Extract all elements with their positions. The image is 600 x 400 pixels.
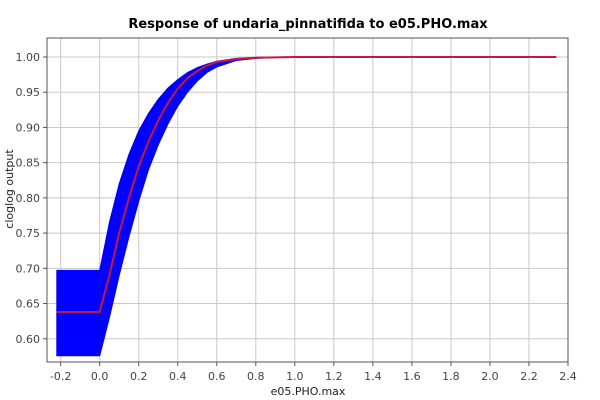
- x-tick-label: 2.0: [481, 370, 499, 383]
- x-tick-label: 1.8: [442, 370, 460, 383]
- y-tick-label: 0.70: [16, 262, 41, 275]
- x-tick-label: 1.0: [286, 370, 304, 383]
- x-tick-label: 1.2: [325, 370, 343, 383]
- y-tick-label: 0.60: [16, 333, 41, 346]
- mean-response-line: [56, 56, 557, 313]
- x-tick-label: 2.2: [520, 370, 538, 383]
- y-tick-label: 0.65: [16, 298, 41, 311]
- x-tick-label: 2.4: [559, 370, 577, 383]
- x-tick-label: 0.0: [91, 370, 109, 383]
- x-tick-label: 1.4: [364, 370, 382, 383]
- y-axis-label: cloglog output: [3, 149, 16, 229]
- x-tick-label: 1.6: [403, 370, 421, 383]
- x-axis-label: e05.PHO.max: [271, 385, 346, 398]
- y-tick-label: 0.75: [16, 227, 41, 240]
- chart-title: Response of undaria_pinnatifida to e05.P…: [128, 17, 488, 32]
- x-tick-label: 0.2: [130, 370, 148, 383]
- x-tick-label: 0.4: [169, 370, 187, 383]
- x-tick-label: -0.2: [50, 370, 71, 383]
- y-tick-label: 0.85: [16, 157, 41, 170]
- plot-frame: [46, 37, 569, 363]
- y-tick-label: 0.90: [16, 121, 41, 134]
- plot-area: -0.2 0.0 0.2 0.4 0.6 0.8 1.0 1.2 1.4 1.6 1.8 2.0 2.2…: [16, 37, 577, 383]
- x-tick-label: 0.8: [247, 370, 265, 383]
- y-tick-label: 0.80: [16, 192, 41, 205]
- y-tick-label: 0.95: [16, 86, 41, 99]
- x-tick-label: 0.6: [208, 370, 226, 383]
- y-tick-label: 1.00: [16, 51, 41, 64]
